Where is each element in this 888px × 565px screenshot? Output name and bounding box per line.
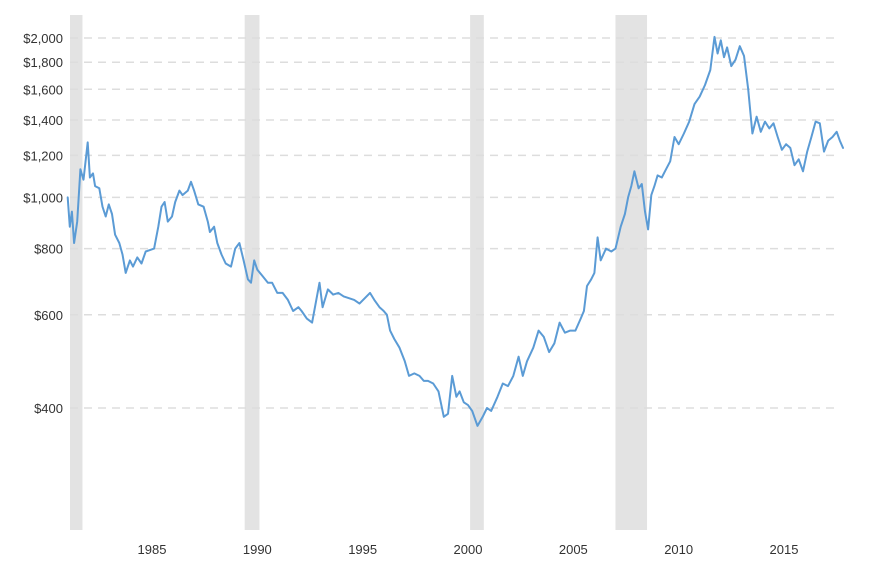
y-tick-label: $1,800 xyxy=(23,55,63,70)
y-tick-label: $1,000 xyxy=(23,190,63,205)
recession-band-3 xyxy=(615,15,648,530)
y-tick-label: $2,000 xyxy=(23,31,63,46)
x-tick-label: 2005 xyxy=(559,542,588,557)
y-tick-label: $600 xyxy=(34,308,63,323)
gridlines xyxy=(70,37,838,409)
y-tick-label: $800 xyxy=(34,242,63,257)
x-tick-label: 1990 xyxy=(243,542,272,557)
y-tick-label: $400 xyxy=(34,401,63,416)
recession-band-0 xyxy=(70,15,83,530)
x-tick-label: 1985 xyxy=(138,542,167,557)
y-axis: $400 $600 $800 $1,000 $1,200 $1,400 $1,600 $1,8… xyxy=(23,31,63,416)
series-layer xyxy=(66,35,844,427)
x-tick-label: 2000 xyxy=(454,542,483,557)
x-tick-label: 1995 xyxy=(348,542,377,557)
x-axis: 1985 1990 1995 2000 2005 2010 2015 xyxy=(138,542,799,557)
series-line-0 xyxy=(66,35,844,427)
y-tick-label: $1,400 xyxy=(23,113,63,128)
y-tick-label: $1,200 xyxy=(23,148,63,163)
x-tick-label: 2010 xyxy=(664,542,693,557)
recession-bands xyxy=(70,15,648,530)
x-tick-label: 2015 xyxy=(770,542,799,557)
y-tick-label: $1,600 xyxy=(23,82,63,97)
recession-band-2 xyxy=(470,15,484,530)
